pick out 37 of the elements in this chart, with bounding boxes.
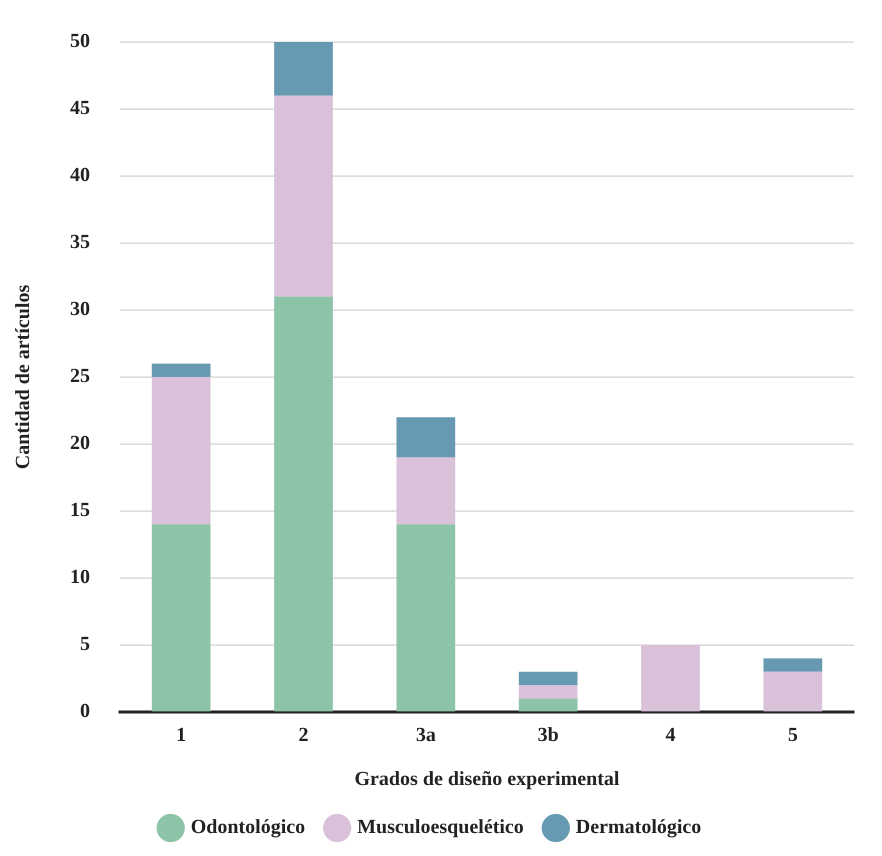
bar: [152, 377, 211, 524]
y-axis-title: Cantidad de artículos: [12, 284, 34, 470]
y-tick-label: 35: [70, 231, 90, 254]
legend-label: Odontológico: [190, 816, 306, 838]
y-tick-label: 15: [70, 499, 90, 522]
bar: [763, 658, 822, 672]
y-tick-label: 10: [70, 566, 90, 588]
bar: [763, 672, 822, 712]
bar: [152, 364, 211, 377]
x-axis-title: Grados de diseño experimental: [354, 768, 620, 790]
bar: [396, 457, 456, 524]
x-tick-label: 2: [298, 724, 308, 746]
x-tick-label: 1: [176, 724, 186, 746]
y-tick-label: 0: [80, 700, 90, 722]
bar: [274, 296, 333, 712]
bar: [152, 524, 211, 712]
y-tick-label: 25: [70, 365, 90, 388]
y-tick-label: 20: [70, 432, 90, 454]
bar: [518, 685, 578, 699]
bar: [396, 524, 456, 712]
bar: [274, 96, 333, 297]
bar: [274, 42, 333, 96]
legend-label: Musculoesquelético: [357, 816, 524, 838]
bar: [641, 645, 700, 712]
y-tick-label: 5: [80, 633, 90, 656]
y-tick-label: 50: [70, 30, 90, 52]
y-tick-label: 45: [70, 97, 90, 120]
x-tick-label: 3b: [538, 724, 559, 746]
legend-label: Dermatológico: [576, 816, 702, 838]
bar: [518, 698, 578, 712]
x-tick-label: 3a: [416, 724, 436, 746]
bar: [518, 672, 578, 686]
x-tick-label: 5: [788, 724, 798, 746]
y-tick-label: 30: [70, 298, 90, 320]
bar: [396, 417, 456, 458]
y-tick-label: 40: [70, 164, 90, 186]
x-tick-label: 4: [666, 724, 676, 746]
